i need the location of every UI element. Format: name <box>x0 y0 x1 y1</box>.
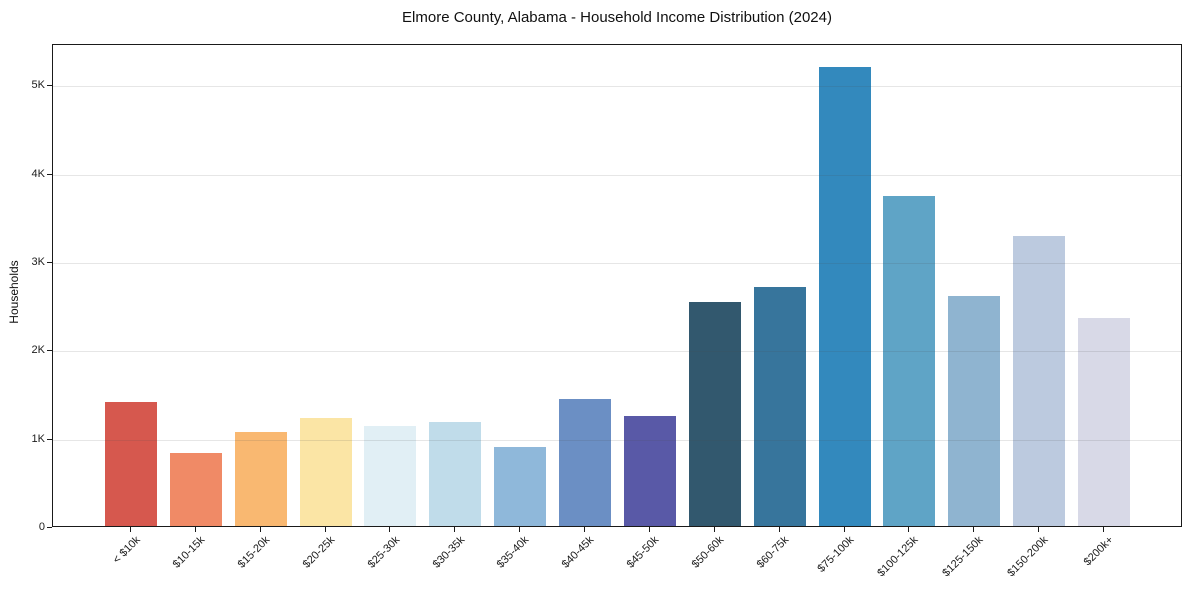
y-tick-label: 5K <box>31 79 45 92</box>
x-tick <box>843 527 845 532</box>
bar-$25-30k <box>364 426 417 526</box>
x-tick-label: $45-50k <box>624 534 662 571</box>
y-tick <box>47 438 52 440</box>
gridline-3K <box>53 263 1181 264</box>
x-tick-label: $150-200k <box>1005 534 1051 580</box>
x-tick <box>194 527 196 532</box>
x-tick-label: $35-40k <box>495 534 532 571</box>
x-tick-label: $75-100k <box>815 534 857 575</box>
bar-$125-150k <box>948 296 1001 526</box>
bar-$10-15k <box>169 452 222 526</box>
x-tick <box>908 527 910 532</box>
x-tick-label: < $10k <box>110 534 143 567</box>
x-tick-label: $60-75k <box>754 534 792 571</box>
x-tick <box>713 527 715 532</box>
y-tick-label: 4K <box>31 167 45 180</box>
gridline-5K <box>53 86 1181 88</box>
bar-$35-40k <box>494 447 547 526</box>
y-tick-label: 2K <box>31 344 45 357</box>
y-tick-label: 1K <box>31 432 45 445</box>
x-tick <box>1103 527 1105 532</box>
plot-area <box>52 44 1182 527</box>
bar-$75-100k <box>818 66 871 526</box>
bar-$100-125k <box>883 195 936 526</box>
x-tick <box>324 527 326 532</box>
bar-$50-60k <box>688 301 741 526</box>
x-tick-label: $50-60k <box>689 534 727 571</box>
x-tick-label: $10-15k <box>170 534 208 571</box>
y-tick <box>47 527 52 528</box>
y-tick <box>47 262 52 263</box>
x-tick <box>130 527 131 532</box>
bar-$40-45k <box>559 398 612 526</box>
x-tick-label: $30-35k <box>430 534 467 571</box>
x-tick-label: $15-20k <box>235 534 273 571</box>
y-tick <box>47 173 52 175</box>
bar-$60-75k <box>753 286 806 526</box>
x-tick-label: $100-125k <box>875 534 921 580</box>
x-tick <box>259 527 261 532</box>
x-tick <box>1038 527 1040 532</box>
x-tick <box>519 527 521 532</box>
y-tick <box>47 85 52 87</box>
x-tick <box>648 527 650 532</box>
bar-$200k+ <box>1078 317 1131 526</box>
gridline-2K <box>53 351 1181 353</box>
y-tick <box>47 350 52 352</box>
bar-$30-35k <box>429 421 482 526</box>
x-tick <box>389 527 391 532</box>
bar-< $10k <box>105 402 157 526</box>
x-tick-label: $40-45k <box>559 534 597 571</box>
x-tick <box>778 527 780 532</box>
x-tick-label: $20-25k <box>300 534 338 571</box>
y-tick-label: 3K <box>31 256 45 268</box>
x-tick-label: $25-30k <box>365 534 402 571</box>
x-tick-label: $200k+ <box>1081 534 1116 569</box>
x-tick <box>454 527 456 532</box>
bar-$45-50k <box>623 415 676 526</box>
gridline-4K <box>53 174 1181 176</box>
bar-$20-25k <box>299 418 352 526</box>
bar-$15-20k <box>234 432 287 526</box>
x-tick-label: $125-150k <box>940 534 986 580</box>
y-tick-label: 0 <box>38 521 45 533</box>
gridline-1K <box>53 439 1181 441</box>
bar-$150-200k <box>1013 236 1066 526</box>
chart-title: Elmore County, Alabama - Household Incom… <box>402 9 832 26</box>
x-tick <box>584 527 586 532</box>
x-tick <box>973 527 975 532</box>
